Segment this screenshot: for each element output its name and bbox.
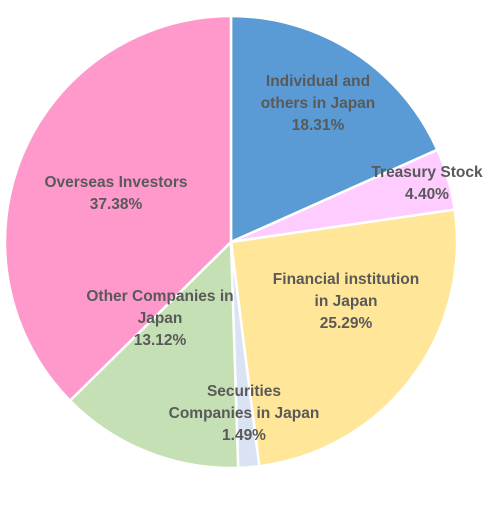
slice-name-label: Companies in Japan xyxy=(169,405,320,422)
pie-slice-6 xyxy=(3,14,233,403)
pie-slice-5 xyxy=(68,239,240,470)
pie-slice-3 xyxy=(229,208,459,468)
slice-name-label: Securities xyxy=(207,383,281,400)
slice-name-label: others in Japan xyxy=(261,95,376,112)
slice-label-1: Individual and others in Japan 18.31% xyxy=(261,73,376,134)
pie-slice-1 xyxy=(229,14,439,244)
slice-value-label: 4.40% xyxy=(405,186,449,203)
slice-label-4: Securities Companies in Japan 1.49% xyxy=(169,383,320,444)
slice-name-label: Overseas Investors xyxy=(44,174,187,191)
slice-value-label: 13.12% xyxy=(134,332,187,349)
slice-name-label: Japan xyxy=(138,310,183,327)
slice-name-label: Treasury Stock xyxy=(371,164,483,181)
slice-name-label: Financial institution xyxy=(273,271,419,288)
slice-value-label: 1.49% xyxy=(222,427,266,444)
slice-label-5: Other Companies in Japan 13.12% xyxy=(86,288,233,349)
slice-label-3: Financial institution in Japan 25.29% xyxy=(273,271,419,332)
slice-value-label: 18.31% xyxy=(292,117,345,134)
slice-name-label: Individual and xyxy=(266,73,370,90)
slice-value-label: 25.29% xyxy=(320,315,373,332)
slice-name-label: in Japan xyxy=(315,293,378,310)
slice-label-2: Treasury Stock 4.40% xyxy=(371,164,483,203)
slice-name-label: Other Companies in xyxy=(86,288,233,305)
slice-value-label: 37.38% xyxy=(90,196,143,213)
slice-label-6: Overseas Investors 37.38% xyxy=(44,174,187,213)
